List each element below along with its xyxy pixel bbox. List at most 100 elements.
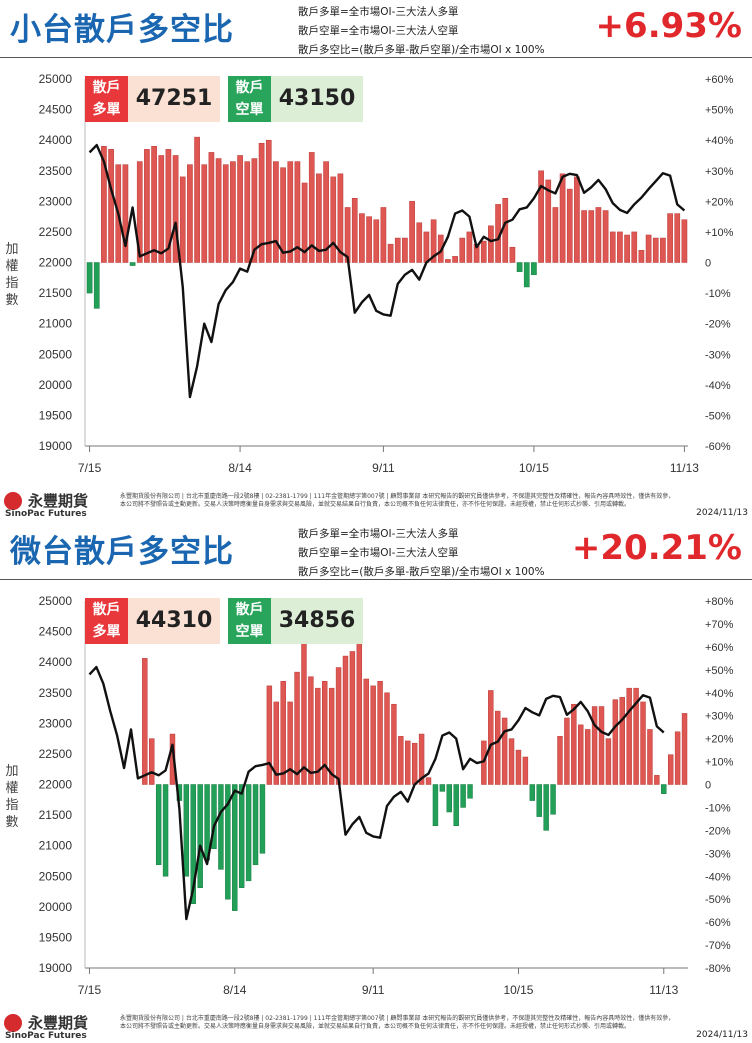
chart: 19000 19500 20000 20500 21000 21500 22000 22500… [5, 72, 734, 475]
bar [266, 685, 273, 785]
bar [612, 699, 619, 785]
bar [571, 703, 577, 785]
bar [337, 173, 344, 263]
y-axis-title-char: 數 [5, 293, 18, 308]
y-right-tick-label: -80% [705, 963, 731, 975]
y-right-tick-label: -60% [705, 441, 731, 453]
y-left-tick-label: 21000 [39, 839, 73, 853]
footer: 永豐期貨 SinoPac Futures 永豐期貨股份有限公司 | 台北市重慶南… [0, 489, 752, 521]
bar [187, 164, 193, 263]
long-value: 44310 [128, 598, 220, 644]
y-right-tick-label: +20% [705, 734, 734, 746]
y-right-tick-label: +50% [705, 105, 734, 117]
y-left-tick-label: 20000 [39, 378, 73, 392]
x-tick-label: 7/15 [78, 983, 102, 997]
bar [384, 692, 390, 785]
bar [617, 231, 623, 263]
y-left-tick-label: 23000 [39, 194, 73, 208]
y-axis-title-char: 權 [5, 781, 18, 796]
y-left-tick-label: 24500 [39, 103, 73, 117]
bar [552, 207, 559, 263]
logo-text: 永豐期貨 [28, 1014, 89, 1032]
definitions: 散戶多單=全市場OI-三大法人多單 散戶空單=全市場OI-三大法人空單 散戶多空… [298, 525, 545, 582]
bar [172, 155, 179, 263]
bar [335, 667, 342, 785]
bar [661, 784, 667, 794]
bar [349, 651, 356, 785]
logo-english: SinoPac Futures [5, 509, 87, 519]
y-right-tick-label: -30% [705, 349, 731, 361]
y-right-tick-label: +30% [705, 711, 734, 723]
bar [466, 231, 473, 263]
x-tick-label: 10/15 [503, 983, 533, 997]
bar [273, 701, 279, 785]
bar [237, 155, 243, 263]
bar [301, 637, 307, 785]
y-right-tick-label: -10% [705, 288, 731, 300]
bar [425, 777, 432, 785]
bar [330, 176, 337, 263]
definition-ratio: 散戶多空比=(散戶多單-散戶空單)/全市場OI x 100% [298, 566, 545, 578]
report-date: 2024/11/13 [696, 508, 748, 518]
bar [531, 262, 537, 275]
bar [179, 176, 186, 263]
bar [619, 697, 625, 785]
bar [446, 784, 452, 813]
bar [208, 152, 215, 263]
bar [674, 213, 681, 263]
y-left-tick-label: 19500 [39, 408, 73, 422]
logo-english: SinoPac Futures [5, 1031, 87, 1041]
y-left-tick-label: 24000 [39, 133, 73, 147]
y-right-tick-label: +70% [705, 619, 734, 631]
bar [591, 706, 598, 785]
bar [190, 784, 196, 905]
bar [197, 784, 203, 888]
bar [323, 161, 329, 263]
bar [287, 701, 293, 785]
bar [280, 167, 286, 263]
bar [602, 210, 609, 263]
y-right-tick-label: -20% [705, 825, 731, 837]
short-label: 散戶 空單 [228, 598, 271, 644]
bar [638, 250, 645, 263]
bar [508, 738, 515, 785]
bar [373, 219, 380, 263]
x-tick-label: 8/14 [223, 983, 247, 997]
bar [359, 213, 365, 263]
bar [538, 170, 544, 263]
bar [633, 687, 639, 785]
bar [674, 731, 681, 785]
y-axis-title-char: 權 [5, 259, 18, 274]
bar [287, 161, 294, 263]
bar [363, 678, 369, 785]
bar [230, 161, 236, 263]
bar [452, 256, 458, 263]
bar [557, 736, 563, 785]
bar [460, 784, 466, 808]
bar [387, 243, 394, 263]
bar [215, 158, 222, 263]
y-axis-title-char: 數 [5, 815, 18, 830]
long-label: 散戶 多單 [85, 76, 128, 122]
bar [432, 784, 439, 827]
bar [251, 158, 258, 263]
bar [129, 262, 136, 266]
y-right-tick-label: +40% [705, 688, 734, 700]
bar [370, 685, 376, 785]
y-left-tick-label: 23500 [39, 686, 73, 700]
bar [222, 164, 229, 263]
bar [238, 784, 245, 888]
bar [142, 658, 148, 785]
index-line [88, 665, 665, 921]
bar [598, 706, 605, 785]
bar [652, 237, 659, 263]
bar [380, 207, 387, 263]
bar [356, 637, 363, 785]
bar [501, 717, 508, 785]
bar [405, 740, 411, 785]
short-label: 散戶 空單 [228, 76, 271, 122]
header-divider [0, 579, 752, 580]
short-value: 34856 [271, 598, 363, 644]
y-right-tick-label: -40% [705, 871, 731, 883]
bar [559, 173, 566, 263]
